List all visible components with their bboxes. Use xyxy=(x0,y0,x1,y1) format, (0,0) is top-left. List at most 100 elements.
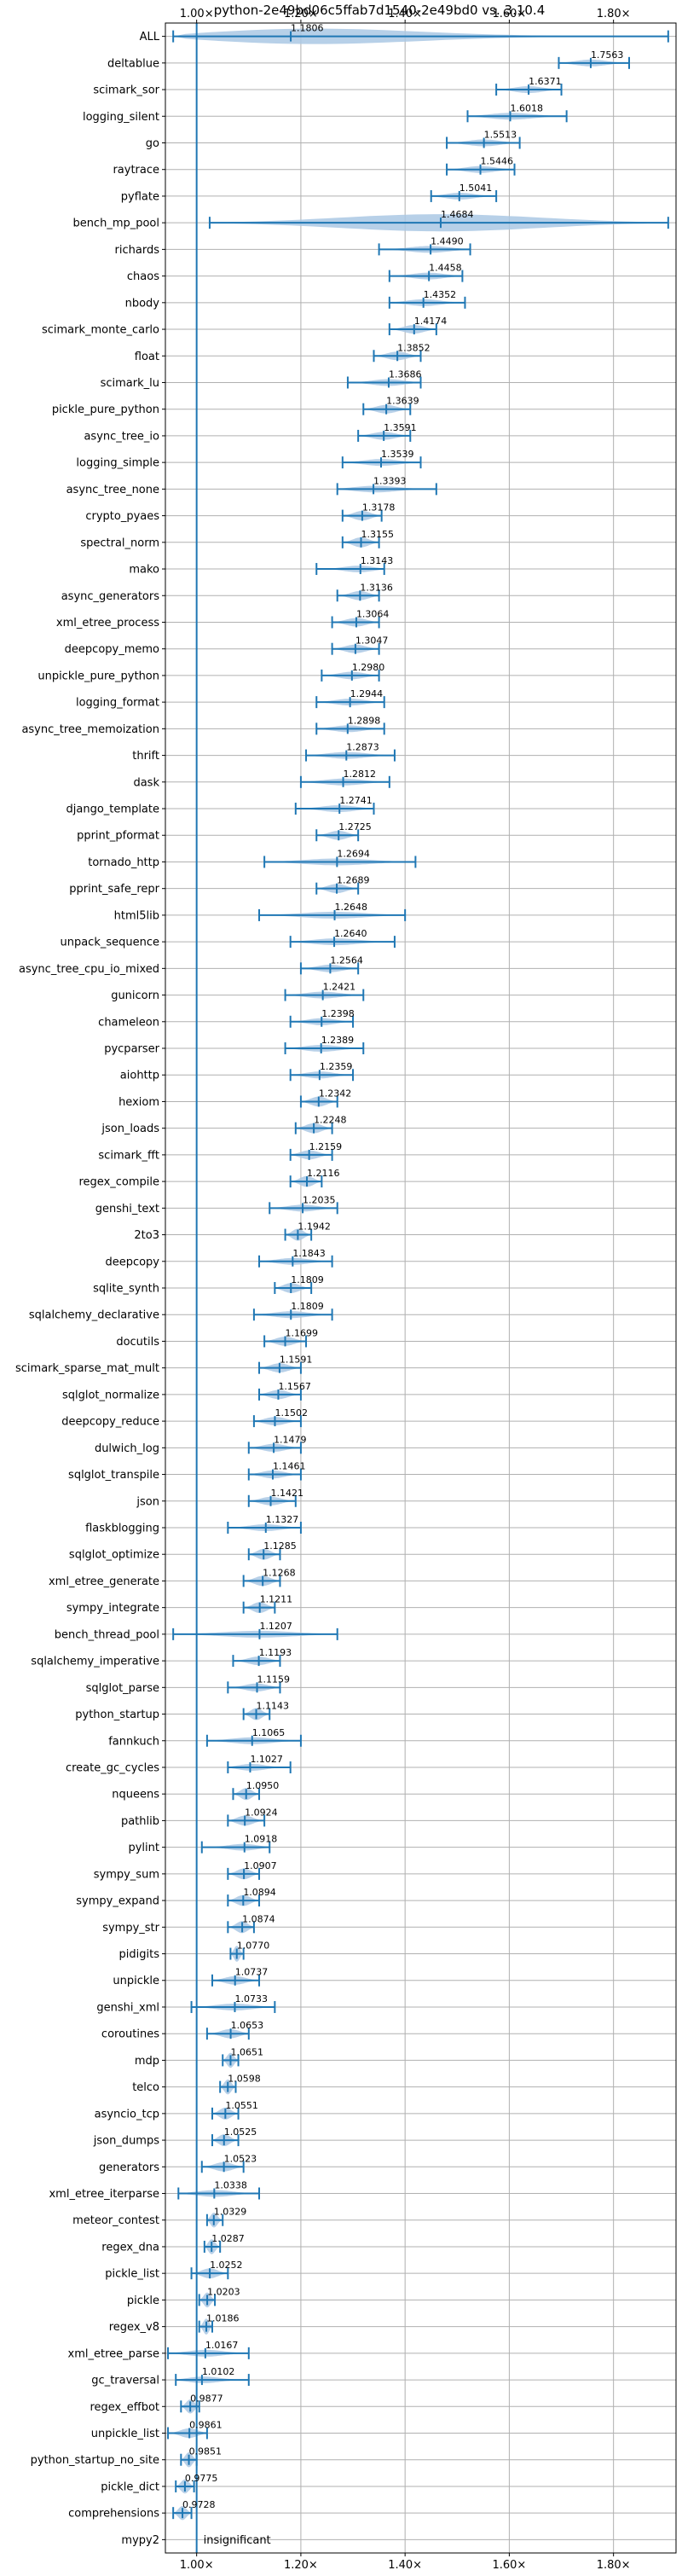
value-label: 1.3686 xyxy=(389,368,422,380)
x-tick-label-top: 1.00× xyxy=(180,8,214,20)
value-label: 1.2116 xyxy=(307,1168,340,1179)
value-label: 1.3064 xyxy=(356,608,390,619)
value-label: 1.6371 xyxy=(529,76,562,87)
value-label: 1.1027 xyxy=(250,1754,283,1765)
y-tick-label: xml_etree_generate xyxy=(49,1575,159,1588)
value-label: 1.5446 xyxy=(481,156,514,167)
y-tick-label: unpickle_list xyxy=(91,2428,159,2440)
y-tick-label: nqueens xyxy=(112,1789,159,1801)
y-tick-label: flaskblogging xyxy=(85,1522,159,1535)
value-label: 1.1942 xyxy=(298,1221,331,1233)
y-tick-label: generators xyxy=(99,2161,159,2174)
y-tick-label: mako xyxy=(129,564,159,577)
y-tick-label: logging_format xyxy=(76,697,159,710)
value-label: 1.3591 xyxy=(384,422,417,433)
value-label: 1.2694 xyxy=(337,848,370,859)
y-tick-label: sympy_expand xyxy=(76,1895,159,1908)
value-label: 1.5041 xyxy=(459,183,493,194)
value-label: 1.2980 xyxy=(352,662,385,673)
y-tick-label: pickle_list xyxy=(105,2268,159,2281)
value-label: 1.0894 xyxy=(243,1887,276,1898)
y-tick-label: pickle_dict xyxy=(101,2480,159,2493)
y-tick-label: unpickle xyxy=(113,1975,159,1987)
y-tick-label: pycparser xyxy=(104,1043,159,1056)
y-tick-label: json xyxy=(136,1495,159,1508)
y-tick-label: raytrace xyxy=(113,164,159,177)
y-tick-label: async_tree_memoization xyxy=(21,723,159,736)
y-tick-label: hexiom xyxy=(118,1096,159,1109)
value-label: 1.0167 xyxy=(205,2340,239,2351)
value-label: 1.0102 xyxy=(202,2366,235,2377)
value-label: 1.0329 xyxy=(214,2207,247,2218)
y-tick-label: deltablue xyxy=(107,57,159,70)
y-tick-label: scimark_sparse_mat_mult xyxy=(15,1362,159,1375)
y-tick-label: async_generators xyxy=(61,590,160,603)
value-label: 1.0598 xyxy=(228,2074,261,2085)
value-label: 1.2873 xyxy=(346,742,379,753)
value-label: 1.3639 xyxy=(386,396,419,407)
y-tick-label: sqlglot_transpile xyxy=(68,1469,159,1482)
value-label: 1.1211 xyxy=(260,1594,293,1605)
y-tick-label: pylint xyxy=(128,1842,159,1854)
value-label: 1.2035 xyxy=(303,1194,336,1205)
y-tick-label: logging_simple xyxy=(76,457,159,470)
y-tick-label: unpack_sequence xyxy=(60,937,159,949)
x-tick-label-bottom: 1.60× xyxy=(492,2559,526,2572)
y-tick-label: fannkuch xyxy=(108,1735,159,1748)
value-label: 1.0918 xyxy=(245,1834,278,1845)
value-label: 1.4174 xyxy=(414,316,448,327)
y-tick-label: bench_thread_pool xyxy=(55,1628,159,1641)
value-label: 1.1143 xyxy=(257,1701,290,1712)
y-tick-label: sympy_integrate xyxy=(66,1602,159,1615)
x-tick-label-bottom: 1.80× xyxy=(597,2559,631,2572)
value-label: 1.5513 xyxy=(484,129,517,140)
y-tick-label: json_loads xyxy=(101,1123,159,1135)
value-label: 1.1591 xyxy=(280,1355,313,1366)
value-label: 1.3155 xyxy=(361,529,395,540)
value-label: 1.0186 xyxy=(206,2313,239,2324)
value-label: 1.0525 xyxy=(224,2126,257,2138)
x-tick-label-top: 1.60× xyxy=(492,8,526,20)
y-tick-label: dulwich_log xyxy=(95,1442,159,1455)
x-tick-label-bottom: 1.00× xyxy=(180,2559,214,2572)
value-label: 0.9877 xyxy=(190,2393,223,2404)
value-label: 1.2812 xyxy=(344,769,377,780)
y-tick-label: regex_compile xyxy=(78,1176,159,1189)
y-tick-label: mypy2 xyxy=(121,2534,159,2547)
value-label: 1.2342 xyxy=(319,1088,352,1099)
value-label: 1.0287 xyxy=(211,2233,245,2244)
y-tick-label: chaos xyxy=(127,270,159,283)
value-label: 1.0733 xyxy=(234,1993,268,2005)
y-tick-label: unpickle_pure_python xyxy=(38,670,159,682)
y-tick-label: chameleon xyxy=(98,1016,159,1029)
y-tick-label: scimark_lu xyxy=(101,377,159,390)
value-label: 1.1809 xyxy=(291,1274,324,1285)
value-label: 1.3143 xyxy=(361,555,394,566)
y-tick-label: pathlib xyxy=(121,1815,159,1828)
value-label: 1.3047 xyxy=(355,635,389,647)
value-label: 1.1479 xyxy=(274,1434,307,1445)
value-label: 1.0523 xyxy=(224,2153,257,2164)
value-label: 1.3393 xyxy=(373,475,407,486)
value-label: 1.4458 xyxy=(429,263,462,274)
y-tick-label: thrift xyxy=(132,750,159,763)
value-label: 1.0950 xyxy=(246,1780,280,1791)
y-tick-label: bench_mp_pool xyxy=(72,218,159,230)
y-tick-label: async_tree_none xyxy=(66,484,159,496)
value-label: 1.1843 xyxy=(292,1248,326,1259)
y-tick-label: xml_etree_process xyxy=(56,617,159,629)
y-tick-label: sqlglot_optimize xyxy=(69,1549,159,1562)
value-label: 0.9728 xyxy=(182,2499,216,2510)
value-label: 1.1461 xyxy=(273,1461,306,1472)
value-label: 1.2359 xyxy=(320,1061,353,1072)
y-tick-label: pyflate xyxy=(121,190,159,203)
value-label: 1.0338 xyxy=(214,2180,247,2191)
y-tick-label: scimark_fft xyxy=(98,1149,159,1162)
y-tick-label: meteor_contest xyxy=(72,2214,159,2227)
value-label: 1.7563 xyxy=(591,49,624,61)
y-tick-label: python_startup_no_site xyxy=(31,2454,159,2467)
y-tick-label: django_template xyxy=(66,804,159,816)
value-label: 1.2640 xyxy=(334,928,367,939)
value-label: 1.1421 xyxy=(271,1488,304,1499)
